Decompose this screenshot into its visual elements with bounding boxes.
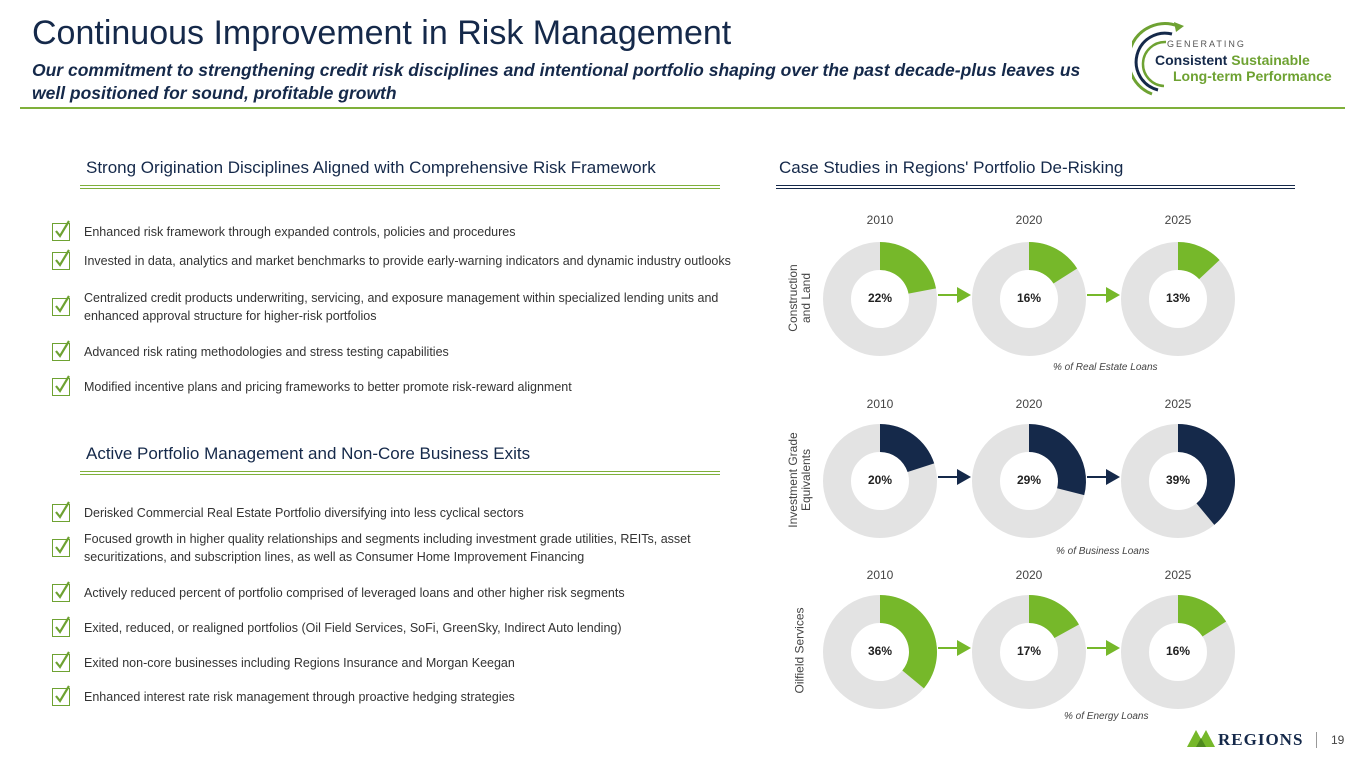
checklist-item-text: Exited, reduced, or realigned portfolios… <box>84 621 622 635</box>
donut-slice <box>1178 595 1227 637</box>
donut-slice <box>1029 242 1078 284</box>
checklist-item: Enhanced interest rate risk management t… <box>52 679 732 715</box>
donut-value-label: 13% <box>1165 291 1191 305</box>
section-divider-case-studies <box>776 185 1295 189</box>
year-label: 2020 <box>1015 397 1043 411</box>
logo-consistent: Consistent <box>1155 52 1228 68</box>
chart-unit-note: % of Business Loans <box>1056 546 1150 557</box>
generating-logo-arc-icon <box>1132 22 1184 96</box>
donut-value-label: 16% <box>1165 644 1191 658</box>
checkbox-checked-icon <box>52 651 70 672</box>
section-heading-portfolio: Active Portfolio Management and Non-Core… <box>86 444 531 463</box>
checkbox-checked-icon <box>52 685 70 706</box>
chart-unit-note: % of Energy Loans <box>1064 711 1149 722</box>
year-label: 2010 <box>866 397 894 411</box>
donut-value-label: 22% <box>867 291 893 305</box>
chart-row-label-line: and Land <box>799 272 813 324</box>
donut-slice <box>880 424 935 473</box>
year-label: 2020 <box>1015 568 1043 582</box>
logo-generating-text: GENERATING <box>1167 39 1246 49</box>
year-label: 2010 <box>866 568 894 582</box>
chart-unit-note: % of Real Estate Loans <box>1053 362 1158 373</box>
year-label: 2020 <box>1015 213 1043 227</box>
donut-value-label: 36% <box>867 644 893 658</box>
title-divider <box>20 107 1345 109</box>
checkbox-checked-icon <box>52 375 70 396</box>
checkbox-checked-icon <box>52 581 70 602</box>
chart-row-label-line: Equivalents <box>799 448 813 512</box>
page-subtitle: Our commitment to strengthening credit r… <box>32 60 1081 103</box>
logo-sustainable: Sustainable <box>1231 52 1310 68</box>
year-label: 2010 <box>866 213 894 227</box>
checklist-item: Exited, reduced, or realigned portfolios… <box>52 610 732 646</box>
checklist-item-text: Centralized credit products underwriting… <box>84 291 719 323</box>
donut-value-label: 39% <box>1165 473 1191 487</box>
checklist-item-text: Advanced risk rating methodologies and s… <box>84 345 449 359</box>
checkbox-checked-icon <box>52 616 70 637</box>
checklist-item: Focused growth in higher quality relatio… <box>52 530 732 566</box>
donut-value-label: 17% <box>1016 644 1042 658</box>
checklist-item-text: Derisked Commercial Real Estate Portfoli… <box>84 506 524 520</box>
checkbox-checked-icon <box>52 340 70 361</box>
checkbox-checked-icon <box>52 295 70 316</box>
donut-value-label: 29% <box>1016 473 1042 487</box>
donut-value-label: 16% <box>1016 291 1042 305</box>
donut-slice <box>1029 595 1079 639</box>
regions-wordmark: REGIONS <box>1218 730 1304 749</box>
donut-slice <box>1178 242 1220 280</box>
checkbox-checked-icon <box>52 536 70 557</box>
checklist-item-text: Enhanced interest rate risk management t… <box>84 690 515 704</box>
checkbox-checked-icon <box>52 249 70 270</box>
chart-row-label: Investment Grade Equivalents <box>786 405 813 555</box>
checkbox-checked-icon <box>52 220 70 241</box>
chart-row-label-line: Oilfield Services <box>792 607 807 694</box>
checkbox-checked-icon <box>52 501 70 522</box>
section-heading-case-studies: Case Studies in Regions' Portfolio De-Ri… <box>779 158 1124 177</box>
donut-slice <box>880 242 936 294</box>
checklist-item: Advanced risk rating methodologies and s… <box>52 334 732 370</box>
checklist-item-text: Actively reduced percent of portfolio co… <box>84 586 625 600</box>
checklist-item: Invested in data, analytics and market b… <box>52 243 732 279</box>
chart-row-label: Oilfield Services <box>792 576 807 726</box>
logo-line-2: Long-term Performance <box>1173 68 1332 84</box>
checklist-item-text: Enhanced risk framework through expanded… <box>84 225 516 239</box>
year-label: 2025 <box>1164 397 1192 411</box>
checklist-item-text: Focused growth in higher quality relatio… <box>84 532 691 564</box>
section-heading-origination: Strong Origination Disciplines Aligned w… <box>86 158 656 177</box>
checklist-item: Enhanced risk framework through expanded… <box>52 214 732 250</box>
checklist-item-text: Exited non-core businesses including Reg… <box>84 656 515 670</box>
chart-row-label: Construction and Land <box>786 223 813 373</box>
section-divider-portfolio <box>80 471 720 475</box>
footer-separator <box>1316 732 1317 748</box>
donut-slice <box>880 595 938 689</box>
regions-logo-icon <box>1187 730 1215 747</box>
checklist-item: Modified incentive plans and pricing fra… <box>52 369 732 405</box>
checklist-item-text: Modified incentive plans and pricing fra… <box>84 380 572 394</box>
page-title: Continuous Improvement in Risk Managemen… <box>32 14 732 52</box>
donut-value-label: 20% <box>867 473 893 487</box>
checklist-item: Exited non-core businesses including Reg… <box>52 645 732 681</box>
checklist-item: Centralized credit products underwriting… <box>52 289 732 325</box>
year-label: 2025 <box>1164 568 1192 582</box>
checklist-item-text: Invested in data, analytics and market b… <box>84 254 731 268</box>
page-number: 19 <box>1331 733 1345 747</box>
checklist-item: Derisked Commercial Real Estate Portfoli… <box>52 495 732 531</box>
section-divider-origination <box>80 185 720 189</box>
checklist-item: Actively reduced percent of portfolio co… <box>52 575 732 611</box>
logo-line-1: Consistent Sustainable <box>1155 52 1310 68</box>
year-label: 2025 <box>1164 213 1192 227</box>
